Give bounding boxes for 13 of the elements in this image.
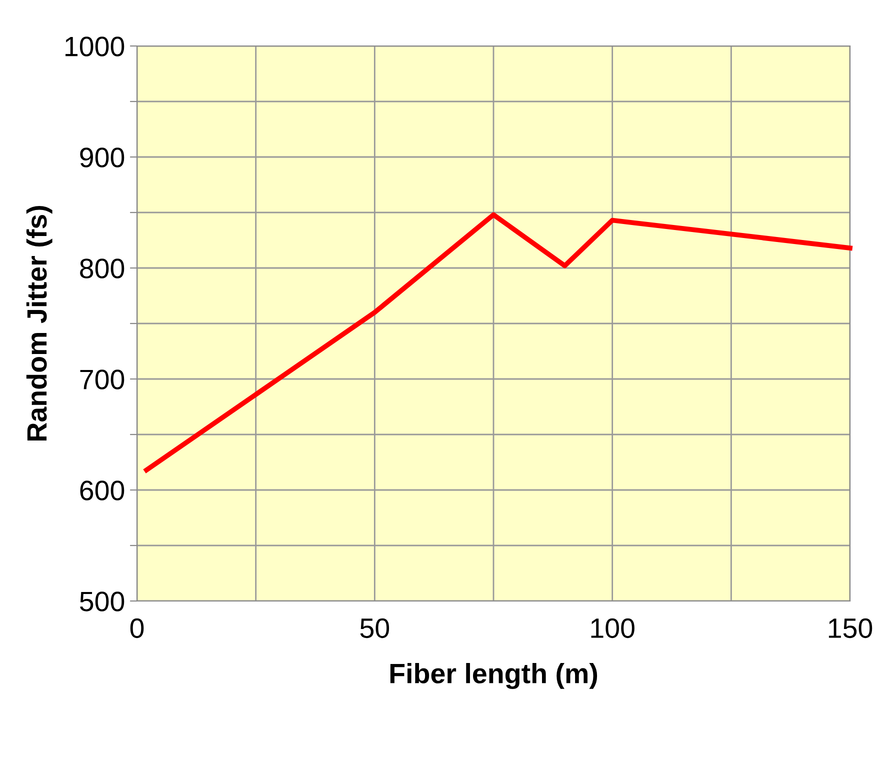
- x-axis-title: Fiber length (m): [390, 663, 598, 690]
- x-tick-label: 150: [828, 618, 872, 638]
- x-tick-label: 100: [591, 618, 634, 638]
- y-tick-label: 700: [80, 370, 124, 390]
- y-tick-label: 1000: [66, 36, 124, 56]
- y-axis-title: Random Jitter (fs): [26, 206, 52, 440]
- line-series: [144, 212, 852, 472]
- y-tick-label: 800: [80, 258, 124, 278]
- x-tick-label: 0: [130, 618, 144, 638]
- x-tick-label: 50: [360, 618, 390, 638]
- y-tick-label: 900: [80, 148, 124, 168]
- y-tick-label: 500: [80, 592, 124, 612]
- y-tick-label: 600: [80, 480, 124, 500]
